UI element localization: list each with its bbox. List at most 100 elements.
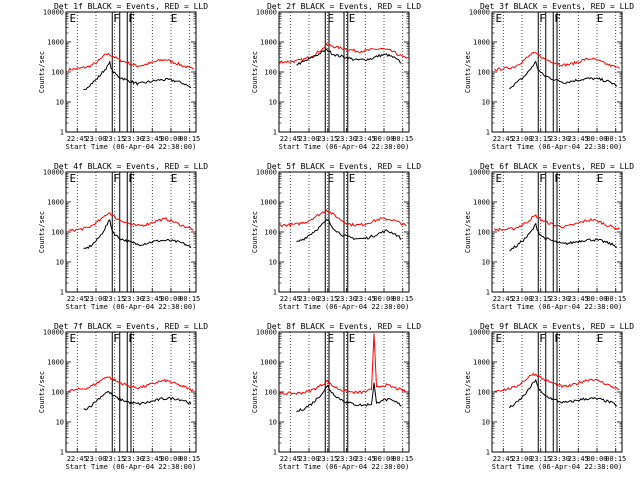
x-tick-label: 23:15 [104, 135, 125, 143]
x-tick-label: 23:30 [123, 295, 144, 303]
x-tick-label: 00:15 [392, 135, 413, 143]
events-series-line [509, 378, 618, 409]
y-tick-label: 1 [273, 289, 277, 297]
x-tick-label: 23:00 [511, 295, 532, 303]
panel-title: Det 2f BLACK = Events, RED = LLD [267, 2, 421, 11]
y-tick-label: 10 [56, 419, 64, 427]
y-axis-label: Counts/sec [38, 371, 46, 413]
y-tick-label: 10 [56, 259, 64, 267]
x-axis-label: Start Time (06-Apr-04 22:38:00) [66, 143, 197, 151]
interval-marker-label: E [496, 172, 503, 185]
lld-series-line [68, 376, 194, 392]
events-series-line [83, 60, 192, 91]
y-tick-label: 10000 [469, 9, 490, 17]
lld-series-line [278, 333, 407, 396]
y-tick-label: 1000 [260, 359, 277, 367]
y-axis-label: Counts/sec [38, 51, 46, 93]
interval-marker-label: E [349, 12, 356, 25]
interval-marker-label: E [328, 332, 335, 345]
interval-marker-label: E [70, 332, 77, 345]
interval-marker-label: F [113, 12, 120, 25]
x-tick-label: 23:45 [142, 135, 163, 143]
x-tick-label: 23:45 [142, 455, 163, 463]
x-tick-label: 22:45 [67, 295, 88, 303]
events-series-line [83, 390, 192, 411]
y-tick-label: 100 [477, 229, 490, 237]
detector-panel-4: Det 4f BLACK = Events, RED = LLD 1 10 100 10… [38, 162, 208, 311]
x-tick-label: 00:00 [160, 295, 181, 303]
x-tick-label: 23:15 [317, 295, 338, 303]
x-axis-label: Start Time (06-Apr-04 22:38:00) [66, 303, 197, 311]
y-tick-label: 10 [56, 99, 64, 107]
x-tick-label: 23:45 [568, 135, 589, 143]
y-tick-label: 10 [482, 259, 490, 267]
y-tick-label: 10 [269, 259, 277, 267]
x-tick-label: 00:00 [586, 295, 607, 303]
interval-marker-label: E [349, 172, 356, 185]
interval-marker-label: E [597, 12, 604, 25]
y-tick-label: 1 [60, 129, 64, 137]
y-tick-label: 1000 [47, 199, 64, 207]
interval-marker-label: E [171, 332, 178, 345]
x-tick-label: 22:45 [67, 135, 88, 143]
x-tick-label: 23:30 [336, 295, 357, 303]
interval-marker-label: F [113, 172, 120, 185]
x-tick-label: 23:45 [355, 455, 376, 463]
x-tick-label: 00:15 [179, 135, 200, 143]
x-tick-label: 22:45 [493, 135, 514, 143]
x-tick-label: 00:00 [586, 135, 607, 143]
interval-marker-label: F [539, 12, 546, 25]
panel-title: Det 7f BLACK = Events, RED = LLD [54, 322, 208, 331]
x-tick-label: 22:45 [280, 295, 301, 303]
panel-title: Det 3f BLACK = Events, RED = LLD [480, 2, 634, 11]
lld-series-line [68, 52, 194, 72]
y-tick-label: 10000 [43, 9, 64, 17]
interval-marker-label: E [70, 172, 77, 185]
y-axis-label: Counts/sec [464, 371, 472, 413]
y-tick-label: 10000 [256, 9, 277, 17]
x-tick-label: 23:30 [549, 295, 570, 303]
interval-marker-label: E [328, 12, 335, 25]
y-tick-label: 10000 [43, 169, 64, 177]
events-series-line [83, 219, 192, 250]
y-tick-label: 100 [51, 69, 64, 77]
interval-marker-label: E [496, 332, 503, 345]
interval-marker-label: E [70, 12, 77, 25]
x-axis-label: Start Time (06-Apr-04 22:38:00) [492, 143, 623, 151]
y-tick-label: 1 [60, 289, 64, 297]
x-tick-label: 23:30 [123, 135, 144, 143]
lld-series-line [494, 372, 620, 392]
y-axis-label: Counts/sec [38, 211, 46, 253]
x-tick-label: 23:45 [355, 135, 376, 143]
x-tick-label: 23:15 [104, 455, 125, 463]
detector-panel-7: Det 7f BLACK = Events, RED = LLD 1 10 100 10… [38, 322, 208, 471]
x-tick-label: 23:00 [85, 455, 106, 463]
y-tick-label: 10 [482, 99, 490, 107]
y-tick-label: 1000 [473, 39, 490, 47]
x-tick-label: 23:15 [530, 135, 551, 143]
events-series-line [296, 219, 402, 243]
panel-title: Det 9f BLACK = Events, RED = LLD [480, 322, 634, 331]
detector-panel-5: Det 5f BLACK = Events, RED = LLD 1 10 100 10… [251, 162, 421, 311]
x-tick-label: 22:45 [280, 135, 301, 143]
y-tick-label: 1 [486, 289, 490, 297]
interval-marker-label: F [539, 332, 546, 345]
x-tick-label: 23:30 [549, 455, 570, 463]
y-tick-label: 100 [264, 69, 277, 77]
y-tick-label: 1 [486, 129, 490, 137]
events-series-line [296, 382, 402, 413]
x-tick-label: 00:15 [392, 295, 413, 303]
y-tick-label: 1000 [260, 39, 277, 47]
y-tick-label: 10 [269, 99, 277, 107]
panel-title: Det 5f BLACK = Events, RED = LLD [267, 162, 421, 171]
x-tick-label: 23:00 [298, 455, 319, 463]
y-tick-label: 10000 [256, 169, 277, 177]
x-tick-label: 23:45 [568, 455, 589, 463]
x-tick-label: 23:30 [336, 455, 357, 463]
interval-marker-label: F [554, 172, 561, 185]
x-tick-label: 00:00 [586, 455, 607, 463]
x-axis-label: Start Time (06-Apr-04 22:38:00) [492, 463, 623, 471]
x-tick-label: 23:15 [530, 295, 551, 303]
detector-panel-9: Det 9f BLACK = Events, RED = LLD 1 10 100 10… [464, 322, 634, 471]
